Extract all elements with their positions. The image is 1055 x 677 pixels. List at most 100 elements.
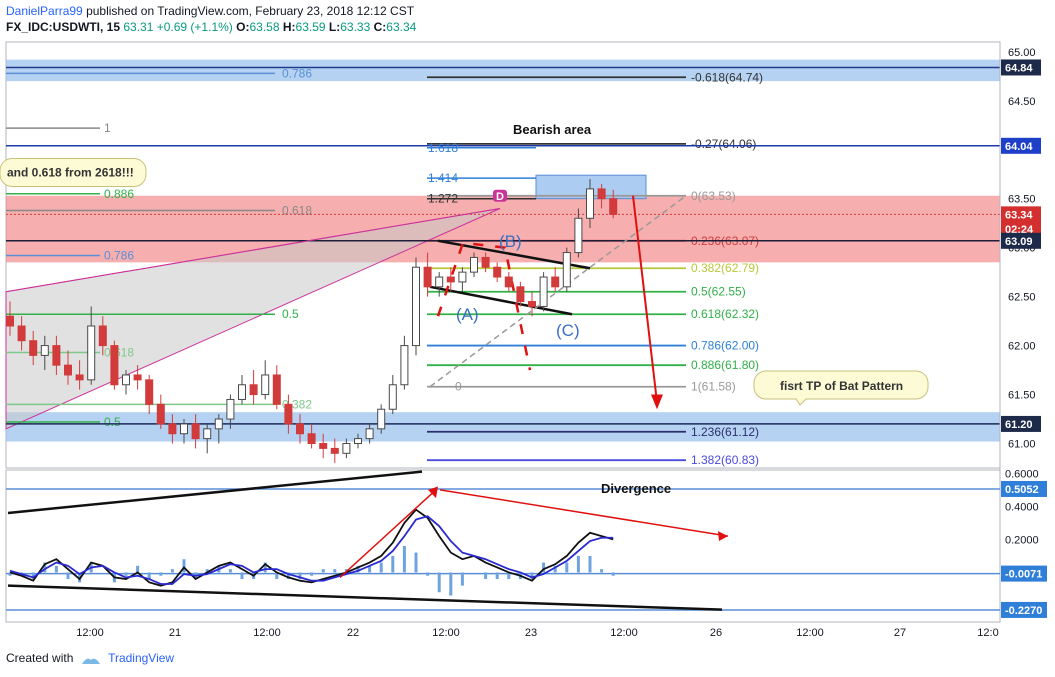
divergence-arrow-down-head <box>718 531 728 542</box>
time-tick-label: 26 <box>710 627 722 639</box>
bat-fib-label: 1.414 <box>428 171 458 185</box>
close-value: 63.34 <box>386 20 417 34</box>
published-text: published on TradingView.com, February 2… <box>86 4 415 18</box>
candle-body <box>6 315 14 327</box>
time-tick-label: 12:00 <box>432 627 460 639</box>
osc-lower-trendline <box>7 584 723 611</box>
author-link[interactable]: DanielParra99 <box>6 4 83 18</box>
price-change: +0.69 (+1.1%) <box>156 20 233 34</box>
candle-body <box>458 271 467 283</box>
bearish-area-label: Bearish area <box>513 122 592 137</box>
price-tick-label: 62.50 <box>1008 292 1036 304</box>
osc-tick-label: 0.2000 <box>1005 534 1039 546</box>
candle-body <box>122 374 130 386</box>
candle-body <box>296 423 304 435</box>
candle-body <box>597 188 606 200</box>
tradingview-brand-link[interactable]: TradingView <box>108 651 175 665</box>
left-fib-label: 0.5 <box>282 307 299 321</box>
time-tick-label: 12:00 <box>253 627 281 639</box>
tp-note-bubble <box>753 370 929 406</box>
red-dashed-path <box>436 241 532 371</box>
footer: Created with TradingView <box>6 651 174 665</box>
osc-series-line <box>9 508 614 587</box>
fib-level-label: -0.618(64.74) <box>691 70 763 84</box>
bat-leg-xa <box>5 207 501 293</box>
candle-body <box>203 428 212 440</box>
candle-body <box>470 256 478 273</box>
candle-body <box>412 266 420 347</box>
fib-level-label: 1.382(60.83) <box>691 453 759 467</box>
candle-body <box>342 443 351 454</box>
candle-body <box>272 374 281 405</box>
left-fib-label: 0.786 <box>282 66 312 80</box>
candle-body <box>238 384 246 400</box>
price-tag <box>1001 137 1041 154</box>
candle-body <box>354 438 362 445</box>
price-tick-label: 63.50 <box>1008 194 1036 206</box>
chart-header: DanielParra99 published on TradingView.c… <box>6 3 416 35</box>
point-d-badge <box>493 189 507 202</box>
candle-body <box>516 286 525 303</box>
price-tick-label: 64.50 <box>1008 96 1036 108</box>
dashed-diagonal <box>429 195 687 388</box>
tp-note-text: fisrt TP of Bat Pattern <box>780 379 903 393</box>
candle-body <box>249 384 258 396</box>
candle-body <box>330 447 339 454</box>
time-tick-label: 23 <box>525 627 537 639</box>
candle-body <box>75 374 84 381</box>
divergence-arrow-down <box>439 489 729 537</box>
fib-level-label: 0.886(61.80) <box>691 358 759 372</box>
osc-upper-trendline <box>7 470 423 515</box>
high-label: H: <box>282 20 296 34</box>
bat-fib-label: 1.618 <box>428 141 458 155</box>
candle-body <box>87 325 96 381</box>
candle-body <box>388 384 397 410</box>
candle-body <box>400 345 409 386</box>
time-tick-label: 12:00 <box>76 627 104 639</box>
candle-body <box>98 325 107 347</box>
fib-level-label: 1(61.58) <box>691 380 736 394</box>
osc-tick-label: 0.4000 <box>1005 501 1039 513</box>
time-tick-label: 12:00 <box>610 627 638 639</box>
osc-tick-label: 0.6000 <box>1005 468 1039 480</box>
wedge-lower-line <box>429 285 573 316</box>
price-tag-label: 63.34 <box>1005 209 1033 221</box>
candle-body <box>609 198 618 215</box>
price-tick-label: 61.50 <box>1008 390 1036 402</box>
point-d-label: D <box>496 191 504 203</box>
osc-price-tag-label: -0.0071 <box>1005 569 1042 581</box>
candle-body <box>539 276 548 307</box>
candle-body <box>446 276 455 283</box>
candle-body <box>17 325 26 342</box>
blue-zone-top <box>6 59 1000 82</box>
red-bearish-zone <box>6 195 1000 263</box>
note-618-text: and 0.618 from 2618!!! <box>7 166 134 180</box>
left-fib-label: 1 <box>104 121 111 135</box>
oscillator-pane <box>5 469 1001 623</box>
blue-zone-bottom <box>6 412 1000 442</box>
fib-level-label: 1.236(61.12) <box>691 425 759 439</box>
fib-level-label: 0.382(62.79) <box>691 261 759 275</box>
osc-price-tag-label: -0.2270 <box>1005 605 1042 617</box>
candle-body <box>110 345 119 386</box>
time-tick-label: 22 <box>347 627 359 639</box>
price-tick-label: 62.00 <box>1008 341 1036 353</box>
divergence-arrow-up <box>339 489 437 578</box>
candle-body <box>586 188 594 219</box>
candle-body <box>145 379 154 405</box>
time-tick-label: 27 <box>894 627 906 639</box>
low-value: 63.33 <box>340 20 371 34</box>
last-price: 63.31 <box>123 20 154 34</box>
candle-body <box>64 364 72 376</box>
bat-fib-label: 0 <box>455 380 462 394</box>
symbol-label[interactable]: FX_IDC:USDWTI, 15 <box>6 20 121 34</box>
fib-level-label: -0.27(64.06) <box>691 137 756 151</box>
candle-body <box>284 403 293 425</box>
fib-level-label: 0.5(62.55) <box>691 285 746 299</box>
tradingview-logo-icon[interactable] <box>81 654 101 664</box>
candle-body <box>504 276 513 288</box>
candle-body <box>29 340 38 356</box>
candle-body <box>52 345 61 366</box>
candle-body <box>168 423 177 435</box>
